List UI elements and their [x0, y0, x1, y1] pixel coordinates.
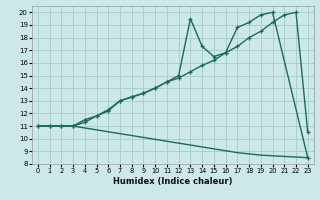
X-axis label: Humidex (Indice chaleur): Humidex (Indice chaleur) — [113, 177, 233, 186]
